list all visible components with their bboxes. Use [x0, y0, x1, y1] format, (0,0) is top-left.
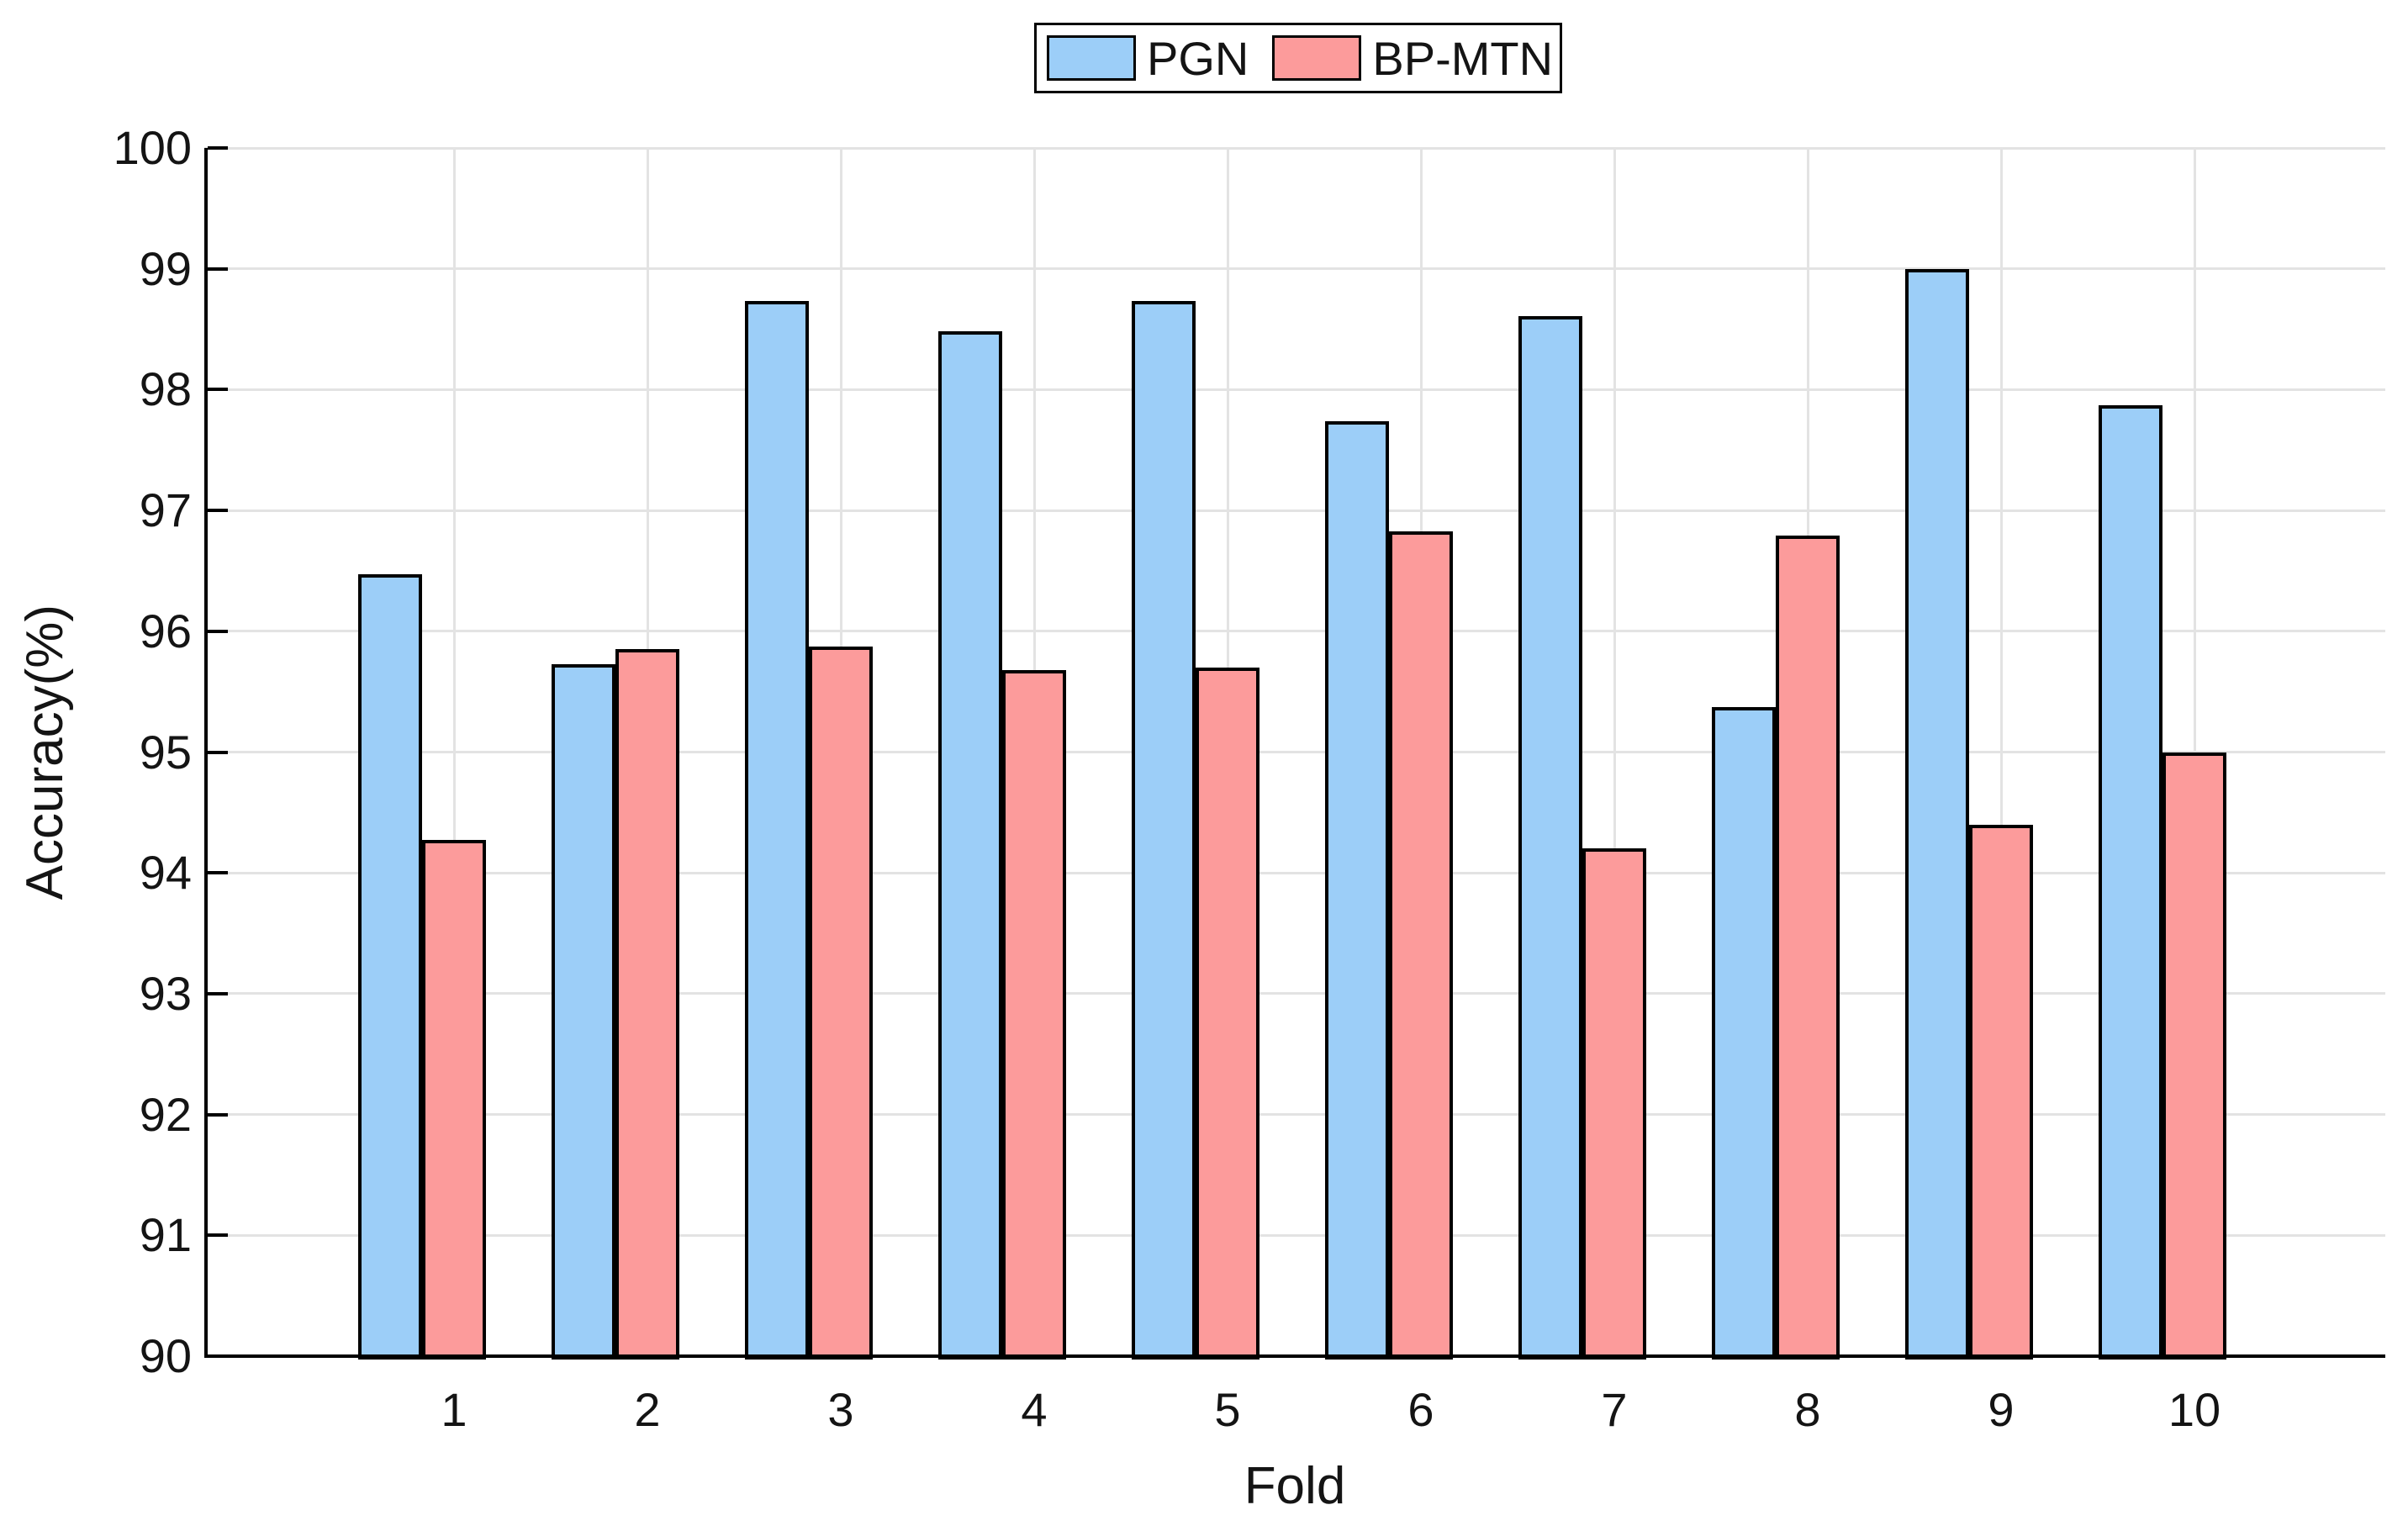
y-tick-label: 95 [139, 725, 192, 779]
y-gridline [204, 267, 2385, 271]
y-tick-mark [208, 750, 228, 754]
bar-pgn-fold-6 [1325, 420, 1389, 1360]
y-gridline [204, 630, 2385, 633]
y-tick-label: 94 [139, 846, 192, 900]
bar-bp-mtn-fold-2 [615, 649, 679, 1360]
bar-pgn-fold-7 [1518, 315, 1582, 1360]
y-tick-mark [208, 1233, 228, 1238]
y-tick-label: 97 [139, 483, 192, 537]
y-tick-label: 90 [139, 1329, 192, 1382]
y-tick-label: 98 [139, 362, 192, 416]
x-tick-label: 10 [2168, 1383, 2221, 1436]
y-tick-label: 91 [139, 1208, 192, 1262]
x-tick-label: 8 [1794, 1383, 1821, 1436]
legend-label-bp-mtn: BP-MTN [1372, 31, 1554, 85]
x-axis-line [204, 1354, 2385, 1358]
y-tick-mark [208, 629, 228, 633]
bar-pgn-fold-8 [1712, 707, 1776, 1360]
bar-bp-mtn-fold-4 [1002, 669, 1066, 1360]
bar-bp-mtn-fold-1 [422, 840, 486, 1360]
legend-swatch-pgn [1047, 35, 1136, 81]
y-tick-label: 99 [139, 241, 192, 295]
bar-pgn-fold-2 [552, 663, 615, 1360]
bar-pgn-fold-1 [358, 574, 422, 1360]
y-tick-mark [208, 146, 228, 150]
y-tick-label: 93 [139, 966, 192, 1020]
y-tick-label: 92 [139, 1087, 192, 1141]
x-tick-label: 9 [1988, 1383, 2015, 1436]
y-gridline [204, 1233, 2385, 1237]
bar-bp-mtn-fold-7 [1582, 848, 1646, 1360]
y-gridline [204, 992, 2385, 995]
x-gridline [452, 148, 456, 1356]
y-gridline [204, 751, 2385, 753]
bar-pgn-fold-4 [938, 331, 1002, 1360]
legend-swatch-bp-mtn [1272, 35, 1362, 81]
y-tick-mark [208, 388, 228, 392]
y-tick-mark [208, 509, 228, 513]
y-gridline [204, 388, 2385, 391]
legend: PGN BP-MTN [1034, 23, 1562, 93]
bar-bp-mtn-fold-10 [2162, 752, 2226, 1360]
y-tick-mark [208, 1112, 228, 1117]
x-gridline [1613, 148, 1616, 1356]
x-gridline [1999, 148, 2003, 1356]
legend-label-pgn: PGN [1147, 31, 1249, 85]
bar-bp-mtn-fold-8 [1776, 536, 1840, 1360]
y-gridline [204, 146, 2385, 150]
x-axis-title: Fold [1244, 1457, 1346, 1515]
bar-pgn-fold-10 [2099, 405, 2162, 1360]
y-tick-mark [208, 991, 228, 995]
bar-bp-mtn-fold-9 [1969, 824, 2033, 1360]
x-tick-label: 2 [634, 1383, 661, 1436]
bar-bp-mtn-fold-3 [809, 647, 873, 1360]
bar-bp-mtn-fold-5 [1196, 667, 1259, 1360]
x-tick-label: 7 [1601, 1383, 1628, 1436]
bar-bp-mtn-fold-6 [1389, 531, 1453, 1360]
x-tick-label: 5 [1214, 1383, 1241, 1436]
bar-pgn-fold-9 [1905, 268, 1969, 1360]
y-tick-mark [208, 871, 228, 875]
x-tick-label: 6 [1407, 1383, 1434, 1436]
y-axis-line [204, 148, 208, 1358]
x-tick-label: 1 [441, 1383, 467, 1436]
bar-pgn-fold-3 [745, 301, 809, 1360]
x-tick-label: 4 [1021, 1383, 1048, 1436]
y-gridline [204, 509, 2385, 512]
y-tick-label: 96 [139, 604, 192, 657]
y-gridline [204, 871, 2385, 874]
x-tick-label: 3 [827, 1383, 854, 1436]
y-tick-mark [208, 267, 228, 271]
bar-pgn-fold-5 [1132, 301, 1196, 1360]
y-gridline [204, 1113, 2385, 1117]
y-tick-label: 100 [113, 121, 192, 174]
